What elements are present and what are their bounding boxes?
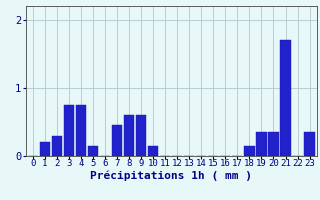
Bar <box>268 132 279 156</box>
Bar <box>52 136 62 156</box>
Bar <box>88 146 98 156</box>
Bar <box>64 105 74 156</box>
Bar <box>244 146 254 156</box>
Bar <box>280 40 291 156</box>
Bar <box>112 125 122 156</box>
Bar <box>124 115 134 156</box>
Bar <box>304 132 315 156</box>
Bar <box>40 142 50 156</box>
Bar <box>256 132 267 156</box>
Bar <box>136 115 146 156</box>
X-axis label: Précipitations 1h ( mm ): Précipitations 1h ( mm ) <box>90 171 252 181</box>
Bar <box>148 146 158 156</box>
Bar <box>76 105 86 156</box>
